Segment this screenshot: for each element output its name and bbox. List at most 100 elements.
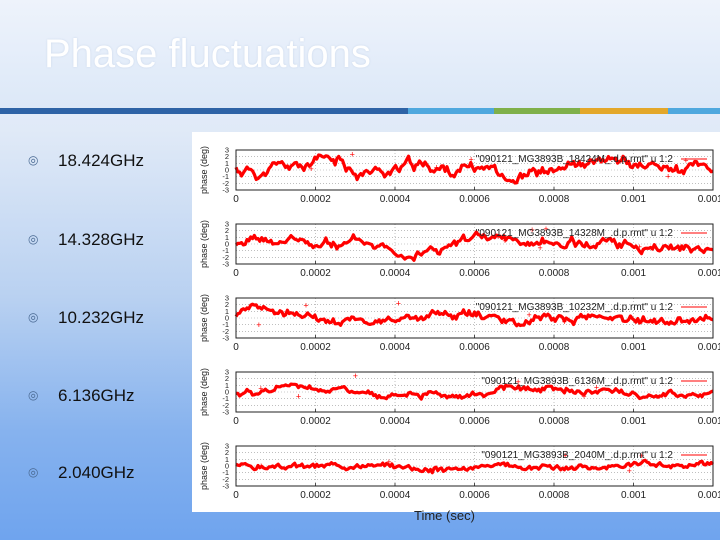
x-tick-label: 0.0002 — [300, 416, 331, 427]
outlier-point: + — [396, 298, 401, 308]
outlier-point: + — [537, 243, 542, 253]
x-tick-label: 0.0012 — [698, 268, 720, 279]
outlier-point: + — [296, 391, 301, 401]
y-tick-label: -2 — [222, 327, 229, 336]
y-tick-label: 1 — [225, 233, 229, 242]
x-tick-label: 0 — [233, 342, 239, 353]
y-tick-label: 3 — [225, 294, 229, 303]
outlier-point: + — [572, 464, 577, 474]
y-tick-label: -3 — [222, 408, 229, 417]
x-tick-label: 0.0004 — [380, 416, 411, 427]
y-axis-label: phase (deg) — [199, 368, 209, 416]
y-tick-label: 0 — [225, 166, 229, 175]
y-tick-label: 3 — [225, 220, 229, 229]
x-tick-label: 0.001 — [621, 342, 646, 353]
y-tick-label: 0 — [225, 388, 229, 397]
accent-bar-orange — [580, 108, 668, 114]
bullet-label: 14.328GHz — [58, 230, 144, 249]
x-tick-label: 0 — [233, 490, 239, 501]
x-tick-label: 0.0004 — [380, 342, 411, 353]
bullet-label: 2.040GHz — [58, 463, 135, 482]
bullet-label: 6.136GHz — [58, 386, 135, 405]
x-tick-label: 0.001 — [621, 268, 646, 279]
y-tick-label: 1 — [225, 455, 229, 464]
ring-bullet-icon: ◎ — [28, 388, 39, 402]
bullet-item: ◎ 18.424GHz — [28, 151, 188, 175]
y-tick-label: -1 — [222, 320, 229, 329]
outlier-point: + — [683, 156, 688, 166]
phase-series-line — [234, 153, 714, 185]
y-tick-label: -1 — [222, 172, 229, 181]
y-axis-label: phase (deg) — [199, 146, 209, 194]
outlier-point: + — [530, 225, 535, 235]
series-legend: "090121_MG3893B_2040M_.d.p.rmt" u 1:2 — [481, 450, 673, 461]
x-tick-label: 0.001 — [621, 490, 646, 501]
x-tick-label: 0.0008 — [539, 194, 570, 205]
y-tick-label: 0 — [225, 462, 229, 471]
accent-bar-blue — [0, 108, 408, 114]
outlier-point: + — [639, 317, 644, 327]
outlier-point: + — [353, 371, 358, 381]
y-tick-label: 0 — [225, 314, 229, 323]
x-tick-label: 0.0008 — [539, 268, 570, 279]
bullet-item: ◎ 2.040GHz — [28, 463, 188, 487]
x-tick-label: 0.0006 — [459, 416, 490, 427]
phase-plots-figure: + + + + + +0 0.0002 0.0004 0.0006 0.0008 0.001 0.00… — [192, 132, 720, 512]
title-area: Phase fluctuations — [0, 0, 720, 108]
x-tick-label: 0.0004 — [380, 268, 411, 279]
phase-series-line — [234, 302, 714, 328]
x-tick-label: 0.0002 — [300, 268, 331, 279]
bullet-item: ◎ 6.136GHz — [28, 386, 188, 410]
outlier-point: + — [526, 310, 531, 320]
bullet-item: ◎ 14.328GHz — [28, 230, 188, 254]
phase-series-line — [235, 458, 715, 475]
outlier-point: + — [665, 172, 670, 182]
y-tick-label: -1 — [222, 394, 229, 403]
x-tick-label: 0 — [233, 416, 239, 427]
x-tick-label: 0 — [233, 194, 239, 205]
x-tick-label: 0.0002 — [300, 490, 331, 501]
outlier-point: + — [258, 383, 263, 393]
y-tick-label: -2 — [222, 253, 229, 262]
outlier-point: + — [581, 391, 586, 401]
x-tick-label: 0.001 — [621, 416, 646, 427]
outlier-point: + — [309, 164, 314, 174]
x-tick-label: 0.0002 — [300, 194, 331, 205]
x-tick-label: 0.0012 — [698, 416, 720, 427]
x-tick-label: 0.0002 — [300, 342, 331, 353]
x-axis-label: Time (sec) — [414, 508, 475, 523]
ring-bullet-icon: ◎ — [28, 465, 39, 479]
x-tick-label: 0.0006 — [459, 194, 490, 205]
accent-bar-lightblue-end — [668, 108, 720, 114]
outlier-point: + — [637, 242, 642, 252]
outlier-point: + — [303, 300, 308, 310]
y-axis-label: phase (deg) — [199, 220, 209, 268]
ring-bullet-icon: ◎ — [28, 153, 39, 167]
y-tick-label: -2 — [222, 475, 229, 484]
y-tick-label: 3 — [225, 146, 229, 155]
series-legend: "090121_MG3893B_14328M_.d.p.rmt" u 1:2 — [476, 228, 674, 239]
outlier-point: + — [639, 451, 644, 461]
outlier-point: + — [562, 450, 567, 460]
y-tick-label: 2 — [225, 152, 229, 161]
x-tick-label: 0.0012 — [698, 194, 720, 205]
phase-plots-svg: ++++ ++0 0.0002 0.0004 0.0006 0.0008 0.001 0.00… — [199, 146, 720, 502]
x-tick-label: 0.0004 — [380, 490, 411, 501]
outlier-point: + — [386, 457, 391, 467]
x-tick-label: 0.0006 — [459, 342, 490, 353]
y-tick-label: 2 — [225, 226, 229, 235]
bullet-item: ◎ 10.232GHz — [28, 308, 188, 332]
y-tick-label: -3 — [222, 260, 229, 269]
accent-bar-green — [494, 108, 580, 114]
x-tick-label: 0.0006 — [459, 268, 490, 279]
bullet-label: 18.424GHz — [58, 151, 144, 170]
x-tick-label: 0.0008 — [539, 342, 570, 353]
ring-bullet-icon: ◎ — [28, 232, 39, 246]
y-tick-label: 1 — [225, 307, 229, 316]
x-tick-label: 0 — [233, 268, 239, 279]
y-tick-label: 2 — [225, 374, 229, 383]
